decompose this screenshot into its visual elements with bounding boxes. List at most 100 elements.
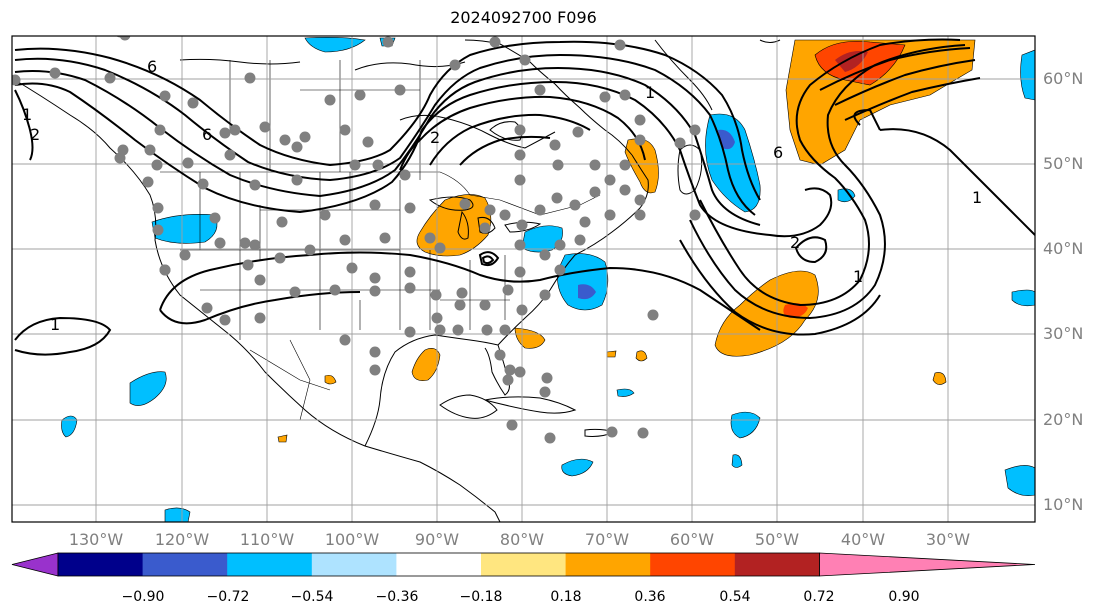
station-marker	[514, 239, 526, 251]
station-marker	[481, 324, 493, 336]
lon-label: 30°W	[926, 530, 970, 549]
strong-anomaly-mid-atlantic	[783, 303, 808, 318]
station-marker	[572, 126, 584, 138]
station-marker	[541, 372, 553, 384]
station-marker	[239, 237, 251, 249]
station-marker	[372, 159, 384, 171]
station-markers	[12, 36, 701, 444]
station-marker	[369, 346, 381, 358]
station-marker	[430, 289, 442, 301]
station-marker	[489, 36, 501, 48]
station-marker	[502, 374, 514, 386]
colorbar-swatch	[650, 553, 736, 576]
station-marker	[346, 262, 358, 274]
station-marker	[634, 114, 646, 126]
station-marker	[219, 127, 231, 139]
colorbar-tick-label: −0.90	[122, 589, 165, 605]
station-marker	[606, 426, 618, 438]
station-marker	[179, 249, 191, 261]
lat-label: 20°N	[1043, 410, 1083, 429]
station-marker	[619, 89, 631, 101]
station-marker	[484, 204, 496, 216]
station-marker	[516, 219, 528, 231]
station-marker	[144, 144, 156, 156]
station-marker	[197, 178, 209, 190]
station-marker	[637, 427, 649, 439]
station-marker	[159, 90, 171, 102]
station-marker	[249, 179, 261, 191]
station-marker	[456, 287, 468, 299]
map-frame	[11, 35, 1036, 523]
lon-label: 110°W	[240, 530, 295, 549]
station-marker	[554, 239, 566, 251]
station-marker	[242, 259, 254, 271]
station-marker	[434, 242, 446, 254]
colorbar-tick-label: −0.72	[207, 589, 250, 605]
station-marker	[152, 202, 164, 214]
station-marker	[404, 282, 416, 294]
colorbar-swatch	[734, 553, 820, 576]
station-marker	[424, 232, 436, 244]
station-marker	[552, 159, 564, 171]
station-marker	[514, 174, 526, 186]
colorbar-tick-label: 0.36	[634, 589, 665, 605]
station-marker	[514, 124, 526, 136]
negative-anomaly-far-pacific	[61, 415, 78, 438]
colorbar-extend-high	[819, 552, 1036, 577]
lon-label: 130°W	[69, 530, 124, 549]
station-marker	[12, 74, 21, 86]
station-marker	[291, 141, 303, 153]
station-marker	[276, 216, 288, 228]
contour-label: 1	[972, 188, 982, 207]
station-marker	[394, 84, 406, 96]
station-marker	[519, 54, 531, 66]
contour-label: 1	[50, 315, 60, 334]
lat-label: 10°N	[1043, 495, 1083, 514]
station-marker	[399, 169, 411, 181]
station-marker	[249, 239, 261, 251]
station-marker	[152, 224, 164, 236]
station-marker	[689, 124, 701, 136]
station-marker	[289, 286, 301, 298]
station-marker	[244, 72, 256, 84]
station-marker	[404, 266, 416, 278]
negative-anomaly-sw-atlantic	[730, 411, 761, 439]
station-marker	[604, 209, 616, 221]
station-marker	[369, 199, 381, 211]
station-marker	[619, 159, 631, 171]
lon-label: 70°W	[585, 530, 629, 549]
station-marker	[362, 136, 374, 148]
negative-anomaly-ne-atlantic-edge	[1020, 49, 1035, 101]
colorbar-labels: −0.90 −0.72 −0.54 −0.36 −0.18 0.18 0.36 …	[122, 589, 920, 605]
station-marker	[539, 249, 551, 261]
contour-label: 1	[645, 83, 655, 102]
strongest-anomaly-north-atlantic	[835, 51, 868, 72]
map-title: 2024092700 F096	[450, 8, 597, 27]
colorbar-tick-label: −0.54	[291, 589, 334, 605]
negative-anomaly-pacific	[129, 371, 167, 406]
station-marker	[319, 209, 331, 221]
station-marker	[299, 131, 311, 143]
station-marker	[452, 324, 464, 336]
station-marker	[554, 264, 566, 276]
station-marker	[499, 324, 511, 336]
colorbar-outline	[57, 552, 820, 577]
station-marker	[494, 349, 506, 361]
station-marker	[379, 232, 391, 244]
colorbar-tick-label: 0.90	[888, 589, 919, 605]
station-marker	[589, 159, 601, 171]
station-marker	[291, 174, 303, 186]
lon-label: 90°W	[415, 530, 459, 549]
negative-anomaly-east-atlantic	[1011, 289, 1035, 307]
station-marker	[544, 432, 556, 444]
station-marker	[339, 334, 351, 346]
station-marker	[259, 121, 271, 133]
lon-label: 100°W	[325, 530, 380, 549]
station-marker	[214, 237, 226, 249]
station-marker	[49, 67, 61, 79]
station-marker	[514, 266, 526, 278]
colorbar-swatch	[142, 553, 228, 576]
positive-anomaly-small-3	[324, 374, 337, 385]
station-marker	[201, 302, 213, 314]
station-marker	[614, 39, 626, 51]
